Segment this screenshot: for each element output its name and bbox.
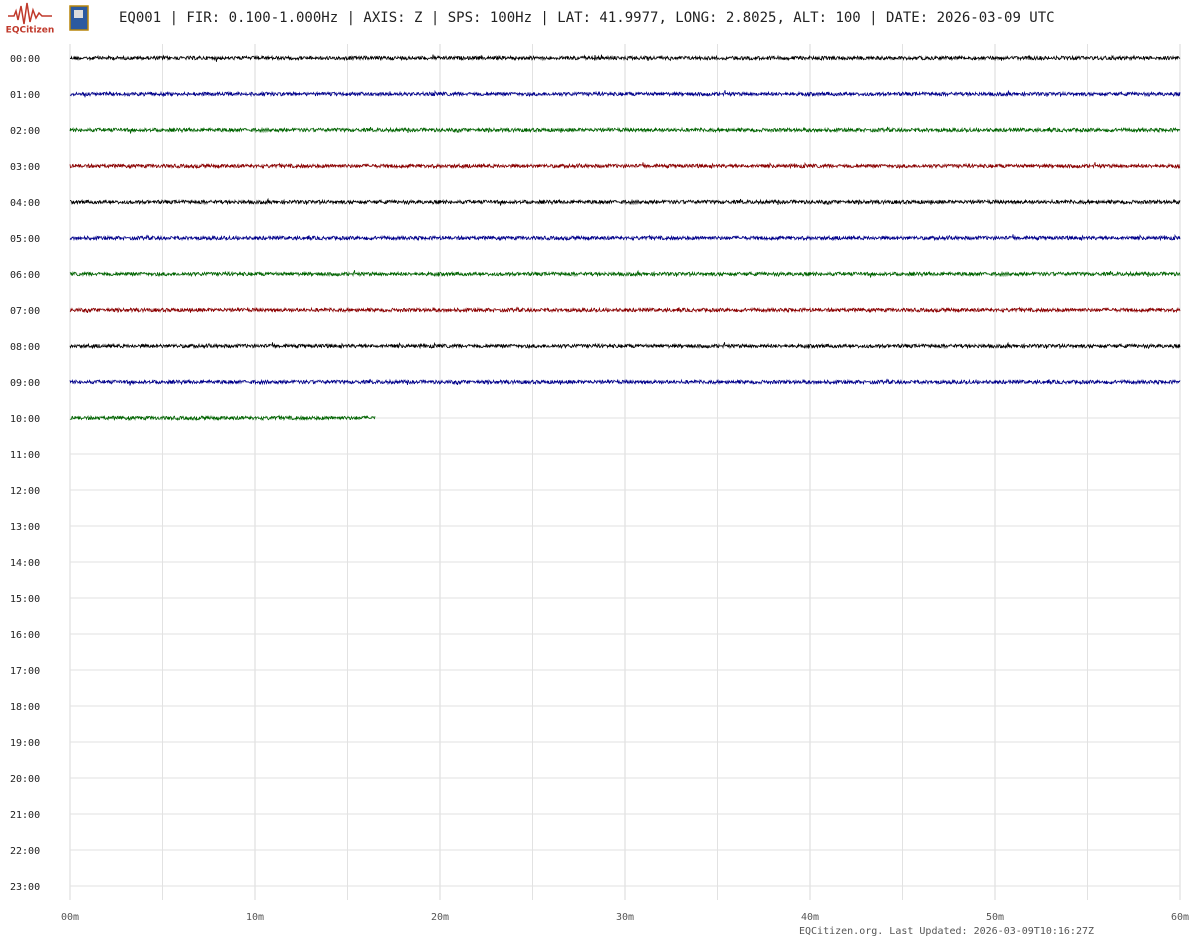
y-tick-label: 21:00 bbox=[10, 810, 40, 821]
x-tick-label: 00m bbox=[61, 912, 79, 923]
x-tick-label: 60m bbox=[1171, 912, 1189, 923]
y-tick-label: 15:00 bbox=[10, 594, 40, 605]
y-tick-label: 19:00 bbox=[10, 738, 40, 749]
trace bbox=[69, 54, 1181, 62]
chart-title: EQ001 | FIR: 0.100-1.000Hz | AXIS: Z | S… bbox=[119, 10, 1055, 26]
y-tick-label: 06:00 bbox=[10, 270, 40, 281]
x-tick-label: 50m bbox=[986, 912, 1004, 923]
trace bbox=[69, 414, 376, 422]
y-tick-label: 04:00 bbox=[10, 198, 40, 209]
y-tick-label: 20:00 bbox=[10, 774, 40, 785]
y-tick-label: 16:00 bbox=[10, 630, 40, 641]
trace bbox=[69, 269, 1181, 278]
y-tick-label: 11:00 bbox=[10, 450, 40, 461]
y-tick-label: 07:00 bbox=[10, 306, 40, 317]
y-tick-label: 14:00 bbox=[10, 558, 40, 569]
y-tick-label: 08:00 bbox=[10, 342, 40, 353]
trace bbox=[69, 126, 1181, 134]
y-tick-label: 18:00 bbox=[10, 702, 40, 713]
trace bbox=[69, 306, 1181, 314]
trace bbox=[69, 89, 1181, 98]
y-tick-label: 09:00 bbox=[10, 378, 40, 389]
y-tick-label: 01:00 bbox=[10, 90, 40, 101]
footer: EQCitizen.org. Last Updated: 2026-03-09T… bbox=[799, 926, 1094, 937]
logo: EQCitizen bbox=[6, 2, 89, 36]
trace bbox=[69, 341, 1181, 350]
y-tick-label: 23:00 bbox=[10, 882, 40, 893]
device-chip bbox=[74, 10, 83, 18]
trace bbox=[69, 161, 1181, 170]
trace bbox=[69, 197, 1181, 206]
trace bbox=[69, 378, 1181, 386]
logo-text: EQCitizen bbox=[6, 26, 55, 36]
logo-wave bbox=[8, 2, 52, 25]
y-tick-label: 05:00 bbox=[10, 234, 40, 245]
x-tick-label: 10m bbox=[246, 912, 264, 923]
y-tick-label: 00:00 bbox=[10, 54, 40, 65]
y-tick-label: 10:00 bbox=[10, 414, 40, 425]
trace bbox=[69, 233, 1181, 242]
x-tick-label: 30m bbox=[616, 912, 634, 923]
y-tick-label: 13:00 bbox=[10, 522, 40, 533]
y-tick-label: 02:00 bbox=[10, 126, 40, 137]
y-tick-label: 22:00 bbox=[10, 846, 40, 857]
x-tick-label: 20m bbox=[431, 912, 449, 923]
y-tick-label: 17:00 bbox=[10, 666, 40, 677]
y-tick-label: 12:00 bbox=[10, 486, 40, 497]
y-tick-label: 03:00 bbox=[10, 162, 40, 173]
x-tick-label: 40m bbox=[801, 912, 819, 923]
